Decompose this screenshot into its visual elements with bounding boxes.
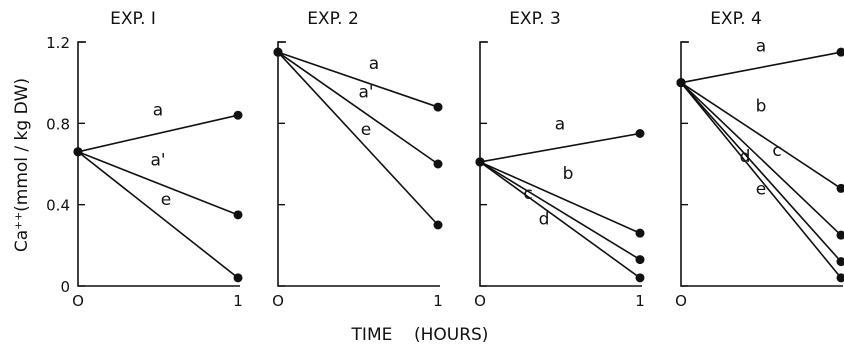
panel-4: EXP. 4 Oa b c de: [675, 9, 844, 310]
panel-title: EXP. 2: [307, 9, 359, 29]
series-label: a: [756, 36, 766, 56]
series-label: e: [361, 120, 371, 140]
series-line: [77, 114, 239, 153]
series-label: a': [358, 83, 373, 103]
data-point: [635, 273, 645, 283]
x-tick-label: 1: [433, 292, 443, 310]
series-line: [479, 161, 641, 261]
panel-title: EXP. 4: [710, 9, 762, 29]
panel-title: EXP. 3: [509, 9, 561, 29]
series-line: [680, 82, 842, 279]
data-point: [635, 129, 645, 138]
data-point: [836, 183, 844, 193]
panel-1: EXP. I 0 0.4 0.8 1.2 O 1 a a' e: [46, 9, 243, 310]
series-line: [277, 51, 439, 165]
series-line: [479, 161, 641, 279]
y-tick-label: 1.2: [46, 34, 70, 52]
x-axis-label: TIME (HOURS): [351, 325, 489, 345]
series-line: [680, 82, 842, 263]
series-label: e: [756, 179, 766, 199]
series-line: [277, 51, 439, 108]
data-point: [836, 257, 844, 267]
y-tick-label: 0.4: [46, 197, 70, 215]
data-point: [433, 159, 443, 169]
series-line: [680, 81, 842, 190]
data-point: [233, 210, 243, 220]
data-point: [433, 220, 443, 230]
panel-3: EXP. 3 O 1 a b cd: [474, 9, 645, 310]
y-tick-label: 0: [60, 278, 70, 296]
series-line: [680, 82, 842, 236]
panel-2: EXP. 2 O 1 a a' e: [272, 9, 443, 310]
series-label: a': [150, 150, 165, 170]
series-label: c: [772, 141, 781, 161]
data-point: [433, 102, 443, 112]
y-axis-label: Ca⁺⁺(mmol / kg DW): [12, 78, 32, 252]
x-tick-label: 1: [635, 292, 645, 310]
series-line: [680, 51, 842, 84]
series-label: b: [563, 164, 574, 184]
series-label: d: [539, 209, 550, 229]
series-label: e: [161, 190, 171, 210]
data-point: [233, 273, 243, 283]
series-line: [77, 151, 239, 279]
series-line: [479, 132, 641, 163]
series-label: a: [555, 115, 565, 135]
data-point: [635, 228, 645, 238]
data-point: [836, 273, 844, 283]
series-line: [77, 151, 239, 216]
x-tick-label: 1: [233, 292, 243, 310]
axis: [479, 41, 642, 287]
x-tick-label: O: [72, 292, 84, 310]
data-point: [73, 147, 83, 157]
x-tick-label: O: [675, 292, 687, 310]
series-line: [479, 161, 641, 234]
data-point: [475, 157, 485, 167]
data-point: [676, 78, 686, 88]
series-label: d: [740, 147, 751, 167]
x-tick-label: O: [272, 292, 284, 310]
series-label: b: [756, 97, 767, 117]
data-point: [273, 47, 283, 57]
data-point: [836, 230, 844, 240]
data-point: [635, 255, 645, 265]
series-label: a: [369, 54, 379, 74]
data-point: [836, 47, 844, 57]
data-point: [233, 110, 243, 120]
y-tick-label: 0.8: [46, 115, 70, 133]
x-tick-label: O: [474, 292, 486, 310]
series-label: c: [523, 184, 532, 204]
series-line: [277, 51, 439, 226]
series-label: a: [153, 101, 163, 121]
panel-title: EXP. I: [110, 9, 156, 29]
